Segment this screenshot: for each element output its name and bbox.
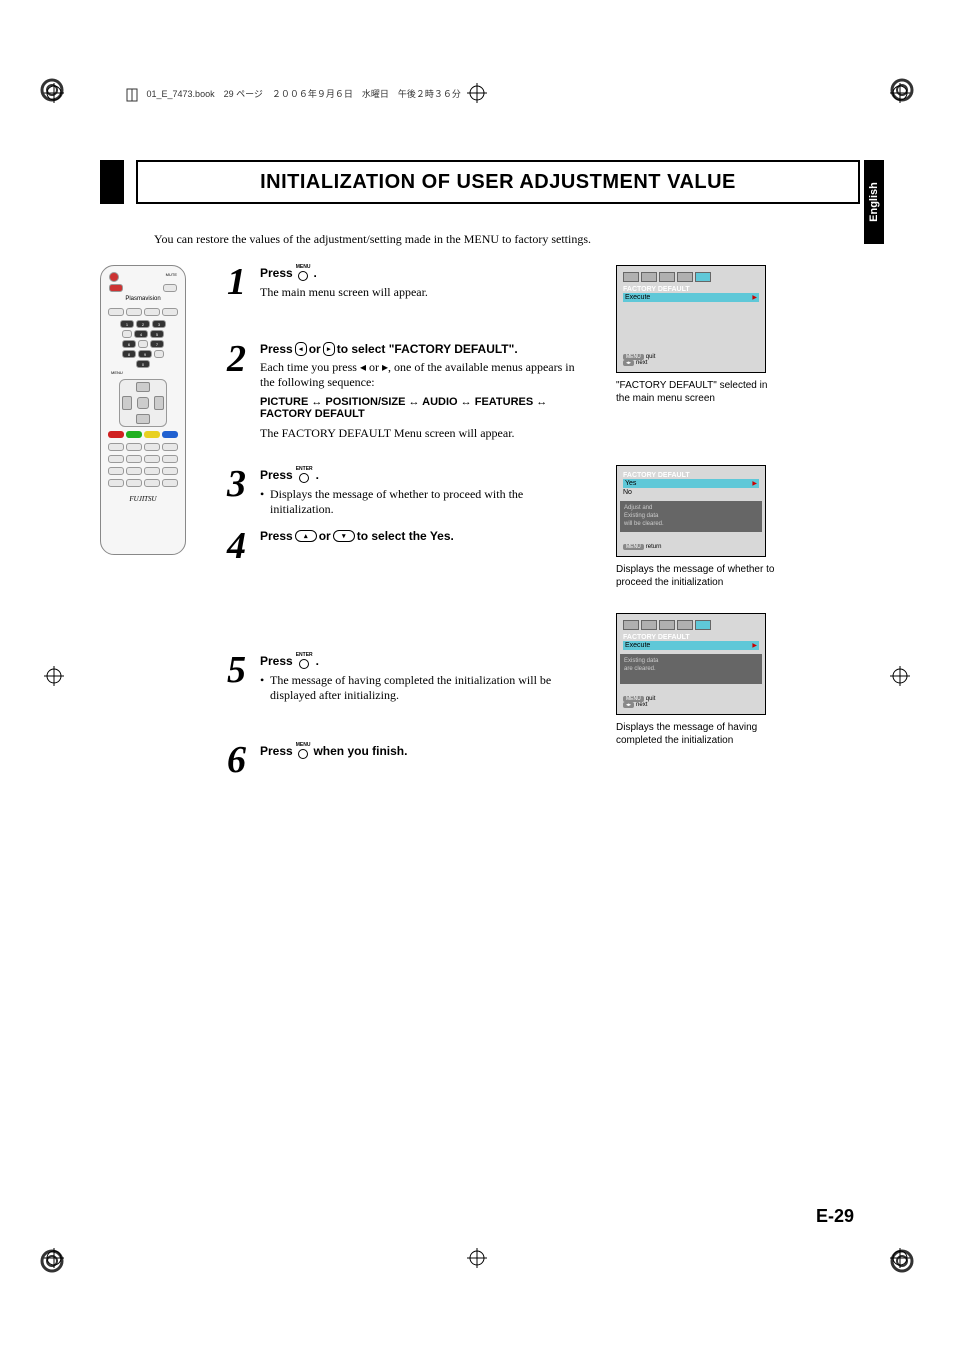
step-number: 3 xyxy=(218,467,246,517)
screen-caption: Displays the message of having completed… xyxy=(616,721,776,747)
step-4: 4 Press ▴ or ▾ to select the Yes. xyxy=(218,529,578,563)
screen-footer: MENUquit◂▸next xyxy=(623,354,759,366)
menu-screenshot-1: FACTORY DEFAULT Execute▶ MENUquit◂▸next xyxy=(616,265,766,373)
step-title: Press ENTER . xyxy=(260,653,578,669)
menu-row: Yes▶ xyxy=(623,479,759,488)
screen-body-text: Existing dataare cleared. xyxy=(620,654,762,684)
reg-mark-left xyxy=(44,666,64,686)
menu-tabs xyxy=(623,272,759,282)
page-title: INITIALIZATION OF USER ADJUSTMENT VALUE xyxy=(260,171,736,194)
menu-button-icon: MENU xyxy=(296,743,311,759)
step-number: 1 xyxy=(218,265,246,306)
reg-mark-bl xyxy=(44,1248,64,1268)
oval-button-icon: ▾ xyxy=(333,530,355,542)
language-tab: English xyxy=(864,160,884,244)
title-box: INITIALIZATION OF USER ADJUSTMENT VALUE xyxy=(136,160,860,204)
step-number: 5 xyxy=(218,653,246,703)
step-title: Press ENTER . xyxy=(260,467,578,483)
menu-button-icon: MENU xyxy=(296,265,311,281)
step-1: 1 Press MENU . The main menu screen will a… xyxy=(218,265,578,306)
enter-button-icon: ENTER xyxy=(296,653,313,669)
step-6: 6 Press MENU when you finish. xyxy=(218,743,578,777)
screen-footer: MENUreturn xyxy=(623,544,759,550)
step-number: 6 xyxy=(218,743,246,777)
reg-mark-bottom xyxy=(467,1248,487,1268)
screen-footer: MENUquit◂▸next xyxy=(623,696,759,708)
remote-logo: FUJITSU xyxy=(105,495,181,503)
menu-row: Execute▶ xyxy=(623,293,759,302)
reg-mark-tl xyxy=(44,83,64,103)
step-title: Press ▴ or ▾ to select the Yes. xyxy=(260,529,578,543)
step-5: 5 Press ENTER . The message of having comp… xyxy=(218,653,578,703)
language-tab-label: English xyxy=(868,182,880,222)
step-number: 4 xyxy=(218,529,246,563)
screen-caption: "FACTORY DEFAULT" selected in the main m… xyxy=(616,379,776,405)
reg-mark-top xyxy=(467,83,487,103)
step-bullet: Displays the message of whether to proce… xyxy=(260,487,578,517)
side-button-icon: ▸ xyxy=(323,342,335,356)
doc-header-meta: 01_E_7473.book 29 ページ ２００６年９月６日 水曜日 午後２時… xyxy=(126,87,461,102)
side-button-icon: ◂ xyxy=(295,342,307,356)
menu-screenshot-3: FACTORY DEFAULT Execute▶ Existing dataar… xyxy=(616,613,766,715)
remote-brand: Plasmavision xyxy=(105,292,181,306)
menu-screenshot-2: FACTORY DEFAULT Yes▶No Adjust andExistin… xyxy=(616,465,766,557)
step-desc2: The FACTORY DEFAULT Menu screen will app… xyxy=(260,426,578,441)
menu-row: Execute▶ xyxy=(623,641,759,650)
step-title: Press MENU . xyxy=(260,265,578,281)
step-sequence: PICTURE ↔ POSITION/SIZE ↔ AUDIO ↔ FEATUR… xyxy=(260,396,578,420)
screen-heading: FACTORY DEFAULT xyxy=(623,472,759,479)
oval-button-icon: ▴ xyxy=(295,530,317,542)
step-title: Press MENU when you finish. xyxy=(260,743,578,759)
step-bullet: The message of having completed the init… xyxy=(260,673,578,703)
reg-mark-br xyxy=(890,1248,910,1268)
screen-heading: FACTORY DEFAULT xyxy=(623,634,759,641)
reg-mark-tr xyxy=(890,83,910,103)
step-3: 3 Press ENTER . Displays the message of wh… xyxy=(218,467,578,517)
screen-body-text: Adjust andExisting datawill be cleared. xyxy=(620,501,762,532)
step-number: 2 xyxy=(218,342,246,447)
menu-tabs xyxy=(623,620,759,630)
step-desc: The main menu screen will appear. xyxy=(260,285,578,300)
menu-row: No xyxy=(623,488,759,497)
step-title: Press ◂ or ▸ to select "FACTORY DEFAULT"… xyxy=(260,342,578,356)
remote-dpad xyxy=(119,379,167,427)
enter-button-icon: ENTER xyxy=(296,467,313,483)
page-number: E-29 xyxy=(816,1206,854,1227)
title-accent-bar xyxy=(100,160,124,204)
reg-mark-right xyxy=(890,666,910,686)
step-desc: Each time you press ◂ or ▸, one of the a… xyxy=(260,360,578,390)
remote-diagram: MUTE Plasmavision 1234567890 MENU xyxy=(100,265,186,555)
screen-caption: Displays the message of whether to proce… xyxy=(616,563,776,589)
page-content: INITIALIZATION OF USER ADJUSTMENT VALUE … xyxy=(100,160,860,797)
page-title-row: INITIALIZATION OF USER ADJUSTMENT VALUE … xyxy=(100,160,860,204)
step-2: 2 Press ◂ or ▸ to select "FACTORY DEFAULT… xyxy=(218,342,578,447)
screen-heading: FACTORY DEFAULT xyxy=(623,286,759,293)
intro-text: You can restore the values of the adjust… xyxy=(154,232,860,247)
book-icon xyxy=(126,88,140,102)
doc-header-text: 01_E_7473.book 29 ページ ２００６年９月６日 水曜日 午後２時… xyxy=(147,89,461,99)
